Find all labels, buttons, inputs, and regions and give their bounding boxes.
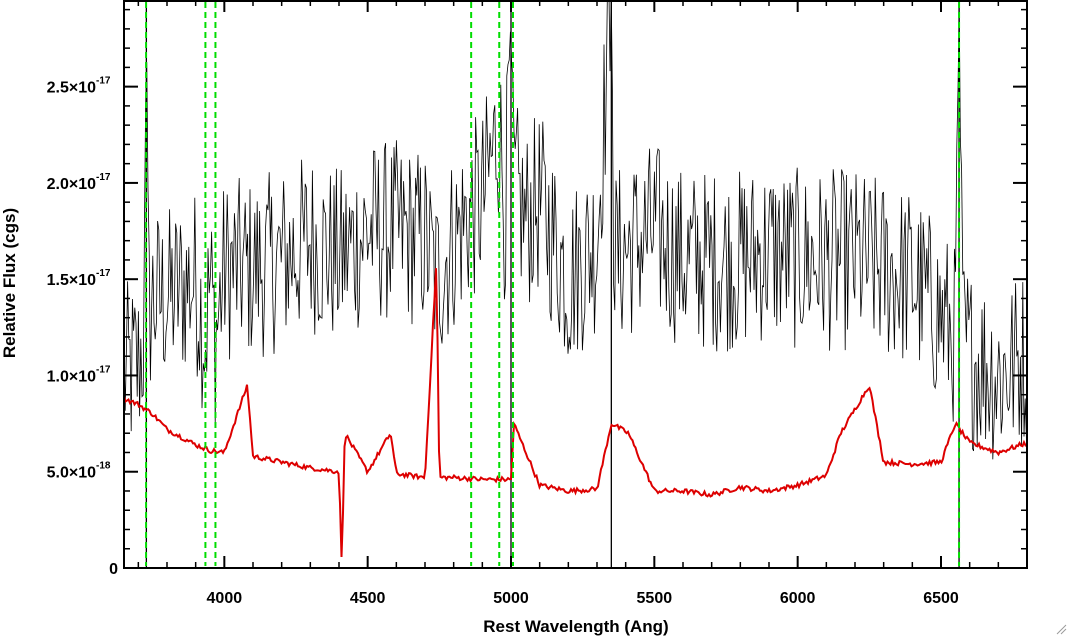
x-tick-label: 4500 (350, 590, 386, 607)
y-tick-label: 1.5×10 (47, 272, 96, 289)
y-tick-exponent: -17 (96, 364, 111, 375)
marker-layer (145, 2, 961, 566)
y-tick-exponent: -18 (96, 461, 111, 472)
x-tick-label: 4000 (207, 590, 243, 607)
y-tick-exponent: -17 (96, 76, 111, 87)
spectrum-series-1 (124, 0, 1027, 460)
y-tick-exponent: -17 (96, 172, 111, 183)
y-tick-label: 0 (109, 561, 118, 578)
spectrum-series-2 (124, 268, 1027, 558)
plot-frame (123, 0, 1028, 569)
y-axis-label: Relative Flux (cgs) (0, 208, 19, 358)
y-tick-label: 5.0×10 (47, 465, 96, 482)
series-layer (124, 0, 1027, 568)
y-tick-label: 2.5×10 (47, 80, 96, 97)
y-ticks: 05.0×10 -181.0×10 -171.5×10 -172.0×10 -172.5… (47, 8, 1027, 578)
y-tick-exponent: -17 (96, 268, 111, 279)
x-axis-label: Rest Wavelength (Ang) (483, 617, 668, 636)
y-tick-label: 2.0×10 (47, 176, 96, 193)
x-tick-label: 5500 (637, 590, 673, 607)
resize-grip-icon[interactable] (1055, 623, 1067, 635)
y-tick-label: 1.0×10 (47, 368, 96, 385)
x-tick-label: 6500 (923, 590, 959, 607)
x-ticks: 4000 4500 5000 5500 6000 6500 (137, 0, 1028, 607)
x-tick-label: 5000 (493, 590, 529, 607)
x-tick-label: 6000 (780, 590, 816, 607)
